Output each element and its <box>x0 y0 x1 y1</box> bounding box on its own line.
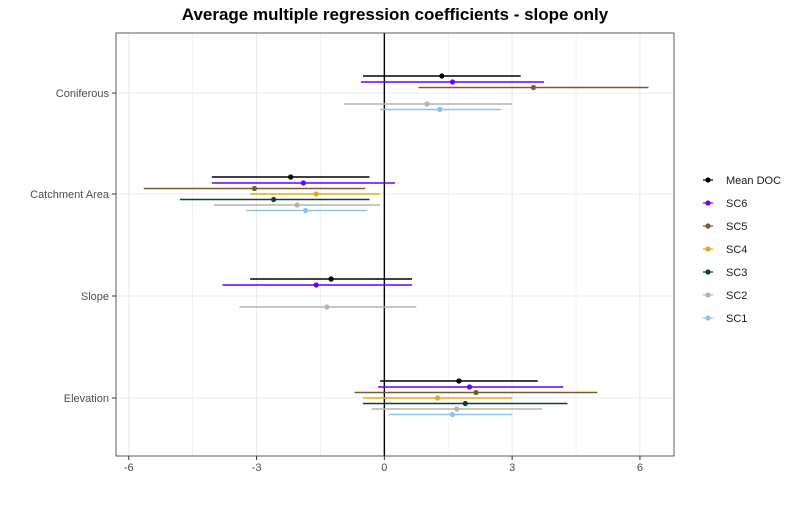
point-sc4 <box>434 395 441 401</box>
point-sc6 <box>466 384 473 390</box>
y-tick-label: Elevation <box>64 393 109 405</box>
legend-key-point <box>705 223 711 229</box>
point-mean-doc <box>328 276 334 282</box>
data-layer <box>143 33 649 456</box>
point-sc2 <box>424 101 430 107</box>
point-mean-doc <box>288 174 294 180</box>
point-sc5 <box>530 84 537 91</box>
legend-key-point <box>705 269 711 275</box>
panel-border <box>115 32 675 457</box>
point-mean-doc <box>439 73 445 79</box>
point-sc2 <box>324 304 330 310</box>
y-tick-label: Coniferous <box>56 88 110 100</box>
legend-key-point <box>705 292 711 298</box>
chart-title: Average multiple regression coefficients… <box>182 5 609 24</box>
point-sc5 <box>251 185 258 192</box>
point-sc1 <box>302 207 309 214</box>
legend-label: Mean DOC <box>726 175 781 187</box>
point-sc1 <box>437 106 443 113</box>
x-tick-label: -3 <box>252 462 262 474</box>
legend-key-point <box>705 315 711 321</box>
legend-label: SC2 <box>726 290 747 302</box>
legend-key-point <box>705 246 711 252</box>
legend-label: SC6 <box>726 198 747 210</box>
point-sc4 <box>313 191 319 197</box>
point-sc3 <box>271 196 277 203</box>
x-tick-label: 3 <box>509 462 515 474</box>
x-tick-label: -6 <box>124 462 134 474</box>
point-sc6 <box>449 79 456 85</box>
x-tick-label: 6 <box>637 462 643 474</box>
point-sc2 <box>294 202 300 208</box>
point-sc5 <box>473 389 479 396</box>
y-tick-label: Slope <box>81 291 109 303</box>
legend-label: SC5 <box>726 221 747 233</box>
point-sc3 <box>462 400 468 407</box>
y-tick-label: Catchment Area <box>30 189 110 201</box>
legend-key-point <box>705 177 711 183</box>
legend-label: SC4 <box>726 244 747 256</box>
point-sc1 <box>449 411 456 418</box>
point-sc6 <box>300 180 307 186</box>
point-sc6 <box>313 282 319 288</box>
point-sc2 <box>454 406 460 412</box>
legend-key-point <box>705 200 711 206</box>
legend-label: SC3 <box>726 267 747 279</box>
legend: Mean DOC SC6 SC5 SC4 SC3 SC2 SC1 <box>703 175 781 325</box>
x-tick-label: 0 <box>381 462 387 474</box>
legend-label: SC1 <box>726 313 747 325</box>
axes: -6 -3 0 3 6 Coniferous Catchment Area Slope Elev… <box>30 88 643 474</box>
point-mean-doc <box>456 378 462 384</box>
